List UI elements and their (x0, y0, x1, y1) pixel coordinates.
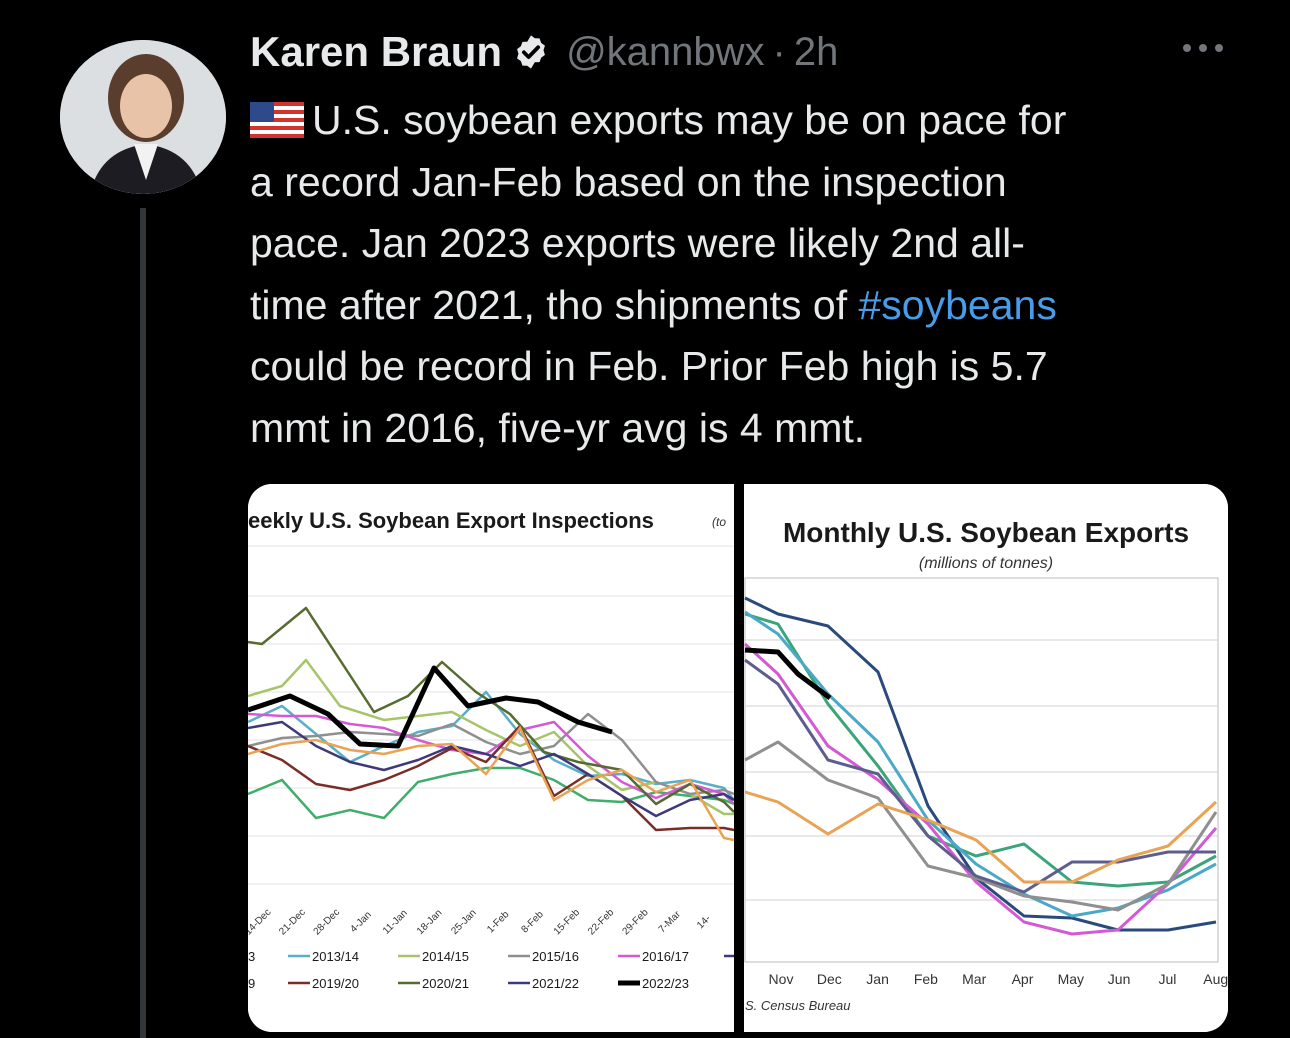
tweet-line-6: mmt in 2016, five-yr avg is 4 mmt. (250, 404, 866, 451)
right-chart-x-ticks: Nov Dec Jan Feb Mar Apr May Jun Jul Aug (769, 971, 1228, 987)
tweet-timestamp[interactable]: 2h (793, 29, 839, 74)
series-line (248, 690, 735, 801)
charts-image: eekly U.S. Soybean Export Inspections (t… (248, 484, 1228, 1032)
x-tick-label: Aug (1203, 971, 1228, 987)
left-chart-unit: (to (712, 515, 726, 529)
right-chart-subtitle: (millions of tonnes) (919, 555, 1053, 572)
x-tick-label: Nov (769, 971, 794, 987)
author-avatar[interactable] (60, 40, 226, 194)
us-flag-icon (250, 94, 304, 138)
author-handle[interactable]: @kannbwx (566, 29, 765, 74)
x-tick-label: Jan (866, 971, 889, 987)
legend-label: 2014/15 (422, 949, 469, 964)
more-options-icon[interactable] (1180, 38, 1226, 58)
series-line (248, 720, 735, 818)
series-line (248, 712, 735, 796)
verified-badge-icon (512, 33, 550, 71)
right-chart-source: S. Census Bureau (745, 998, 851, 1013)
tweet-header: Karen Braun @kannbwx · 2h (250, 22, 838, 82)
series-line (743, 642, 1218, 936)
thread-connector-line (140, 208, 146, 1038)
tweet-line-3: pace. Jan 2023 exports were likely 2nd a… (250, 220, 1025, 266)
series-line (248, 724, 735, 832)
x-tick-label: May (1058, 971, 1084, 987)
series-line (744, 612, 1217, 888)
legend-label: 2019/20 (312, 976, 359, 991)
tweet-media-image[interactable]: eekly U.S. Soybean Export Inspections (t… (248, 484, 1228, 1032)
tweet-line-4: time after 2021, tho shipments of #soybe… (250, 275, 1250, 337)
x-tick-label: Jul (1158, 971, 1176, 987)
avatar-image (60, 40, 226, 194)
right-chart-frame (744, 577, 1219, 963)
tweet-body: U.S. soybean exports may be on pace for … (250, 90, 1250, 459)
right-chart-series (743, 596, 1218, 936)
legend-label: 2015/16 (532, 949, 579, 964)
legend-label: 2016/17 (642, 949, 689, 964)
x-tick-label: Dec (817, 971, 842, 987)
x-tick-label: Apr (1012, 971, 1034, 987)
tweet-text-line: time after 2021, tho shipments of (250, 281, 859, 328)
x-tick-label: Jun (1108, 971, 1131, 987)
author-name[interactable]: Karen Braun (250, 28, 503, 75)
hashtag-link[interactable]: #soybeans (858, 281, 1057, 328)
x-tick-label: Mar (962, 971, 986, 987)
tweet-line-1: U.S. soybean exports may be on pace for (250, 90, 1250, 152)
left-chart-legend: 3 2013/14 2014/15 2015/16 2016/17 9 2019/20 202… (248, 949, 734, 991)
legend-label: 9 (248, 976, 255, 991)
separator-dot: · (772, 29, 786, 74)
series-line (248, 725, 735, 842)
legend-label: 2013/14 (312, 949, 359, 964)
series-line (744, 740, 1218, 912)
tweet-text-line: U.S. soybean exports may be on pace for (312, 97, 1067, 143)
left-chart-title: eekly U.S. Soybean Export Inspections (248, 508, 654, 533)
series-line (744, 658, 1216, 894)
series-line (744, 790, 1218, 884)
legend-label: 2021/22 (532, 976, 579, 991)
tweet-line-2: a record Jan-Feb based on the inspection (250, 158, 1007, 205)
legend-label: 2020/21 (422, 976, 469, 991)
tweet-line-5: could be record in Feb. Prior Feb high i… (250, 343, 1048, 389)
x-tick-label: Feb (914, 971, 938, 987)
legend-label: 2022/23 (642, 976, 689, 991)
image-divider (734, 484, 744, 1032)
legend-label: 3 (248, 949, 255, 964)
left-chart-series (248, 606, 735, 842)
series-line (744, 647, 832, 700)
right-chart-title: Monthly U.S. Soybean Exports (783, 517, 1189, 548)
series-line (248, 665, 613, 749)
